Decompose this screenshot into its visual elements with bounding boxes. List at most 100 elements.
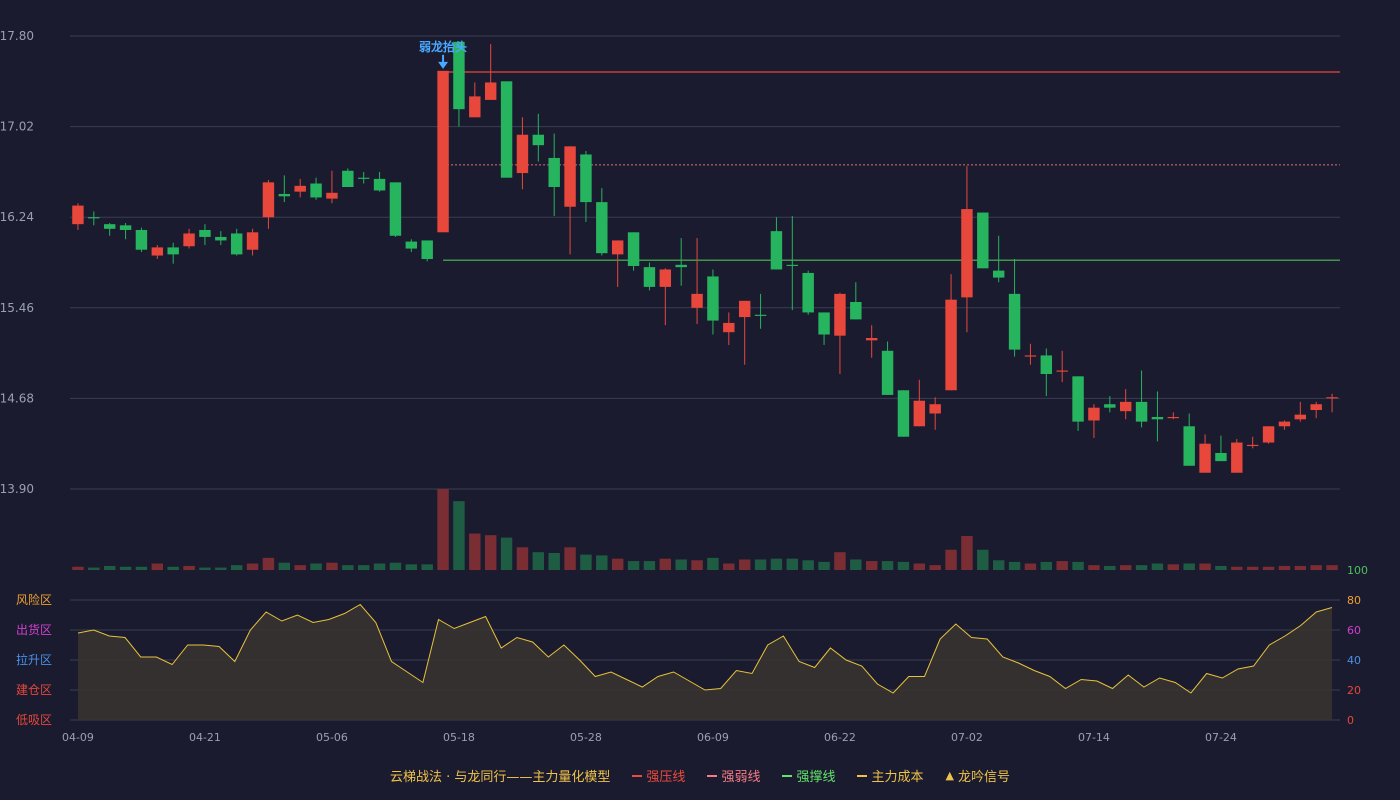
legend-strong-resist[interactable]: 强压线 xyxy=(632,766,685,785)
volume-bar xyxy=(897,561,910,570)
candle-body xyxy=(357,177,370,179)
volume-bar xyxy=(850,559,862,570)
price-tick-label: 17.80 xyxy=(0,29,34,43)
candle-body xyxy=(723,322,735,333)
volume-bar xyxy=(564,547,576,570)
legend-label: 强压线 xyxy=(646,770,686,785)
candle-body xyxy=(246,232,259,250)
volume-bar xyxy=(1246,566,1259,570)
candle-body xyxy=(1215,452,1227,462)
volume-bar xyxy=(548,552,560,570)
volume-bar xyxy=(326,562,338,570)
candle-body xyxy=(484,82,497,100)
legend-dragon-signal[interactable]: ▲ 龙吟信号 xyxy=(945,766,1009,785)
oscillator-line xyxy=(77,603,1333,694)
volume-bar xyxy=(1183,563,1195,570)
candle-body xyxy=(1246,444,1259,447)
candle-body xyxy=(135,229,148,250)
candle-body xyxy=(183,233,195,247)
candle-body xyxy=(262,182,275,218)
volume-bar xyxy=(1088,565,1100,570)
oscillator-tick-label: 20 xyxy=(1347,684,1361,697)
chart-legend: 云梯战法 · 与龙同行——主力量化模型 强压线 强弱线 强撑线 主力成本 ▲ 龙… xyxy=(0,766,1400,785)
candle-body xyxy=(1072,376,1084,422)
date-tick-label: 06-22 xyxy=(824,731,856,744)
volume-bar xyxy=(278,562,291,570)
volume-bar xyxy=(215,567,227,570)
candle-body xyxy=(1183,426,1195,466)
candle-body xyxy=(786,264,799,266)
candle-body xyxy=(167,247,179,255)
volume-bar xyxy=(294,565,306,570)
date-tick-label: 05-06 xyxy=(316,731,348,744)
volume-bar xyxy=(1040,561,1053,570)
volume-bar xyxy=(977,549,989,570)
candle-body xyxy=(770,231,783,270)
oscillator-tick-label: 0 xyxy=(1347,714,1354,727)
volume-bar xyxy=(945,549,957,570)
candle-body xyxy=(596,202,608,254)
candle-body xyxy=(1326,397,1338,399)
volume-bar xyxy=(1135,565,1148,570)
volume-bar xyxy=(627,561,640,570)
volume-bar xyxy=(1231,566,1243,570)
date-tick-label: 05-18 xyxy=(443,731,475,744)
candle-body xyxy=(342,170,354,187)
volume-bar xyxy=(484,535,497,570)
legend-weak-line[interactable]: 强弱线 xyxy=(707,766,760,785)
level-lines xyxy=(443,71,1340,261)
volume-bar xyxy=(500,537,513,570)
date-tick-label: 07-24 xyxy=(1205,731,1237,744)
legend-strong-support[interactable]: 强撑线 xyxy=(782,766,835,785)
volume-bar xyxy=(199,567,211,570)
candle-body xyxy=(929,404,941,414)
volume-bar xyxy=(580,554,592,570)
candle-body xyxy=(1088,407,1100,421)
volume-bar xyxy=(373,563,386,570)
candle-body xyxy=(437,70,449,233)
strong-resist-swatch xyxy=(632,774,643,777)
volume-bar xyxy=(103,565,116,570)
legend-title: 云梯战法 · 与龙同行——主力量化模型 xyxy=(390,770,611,785)
price-tick-label: 16.24 xyxy=(0,210,34,224)
volume-bar xyxy=(675,559,687,570)
candle-body xyxy=(1294,414,1307,420)
candle-body xyxy=(1119,401,1132,412)
candle-body xyxy=(659,269,672,287)
zone-label: 出货区 xyxy=(16,622,52,637)
date-tick-label: 07-14 xyxy=(1078,731,1110,744)
arrow-down-icon xyxy=(438,61,449,69)
volume-bar xyxy=(723,563,735,570)
legend-main-cost[interactable]: 主力成本 xyxy=(857,766,923,785)
triangle-icon: ▲ xyxy=(945,769,954,782)
date-tick-label: 06-09 xyxy=(697,731,729,744)
candle-body xyxy=(151,247,164,256)
candle-body xyxy=(738,300,751,318)
volume-bar xyxy=(1072,561,1084,570)
volume-bar xyxy=(72,566,84,570)
volume-bar xyxy=(611,558,624,570)
volume-bar xyxy=(1119,565,1132,570)
candle-body xyxy=(850,301,862,320)
volume-bar xyxy=(643,561,656,570)
candle-body xyxy=(469,96,481,118)
volume-bar xyxy=(1326,565,1338,570)
volume-bar xyxy=(421,564,433,570)
oscillator-tick-label: 60 xyxy=(1347,624,1361,637)
volume-bar xyxy=(659,558,672,570)
candle-body xyxy=(500,81,513,178)
zone-label: 拉升区 xyxy=(16,652,52,667)
volume-bar xyxy=(1024,563,1037,570)
candle-body xyxy=(945,299,957,391)
candle-body xyxy=(707,276,719,321)
candle-body xyxy=(389,182,402,236)
volume-bar xyxy=(1151,563,1164,570)
date-tick-label: 04-09 xyxy=(62,731,94,744)
candle-body xyxy=(675,264,687,268)
candle-body xyxy=(215,236,227,241)
candle-body xyxy=(278,193,291,197)
oscillator-tick-label: 80 xyxy=(1347,594,1361,607)
volume-bar xyxy=(1008,561,1021,570)
volume-bar xyxy=(88,567,100,570)
